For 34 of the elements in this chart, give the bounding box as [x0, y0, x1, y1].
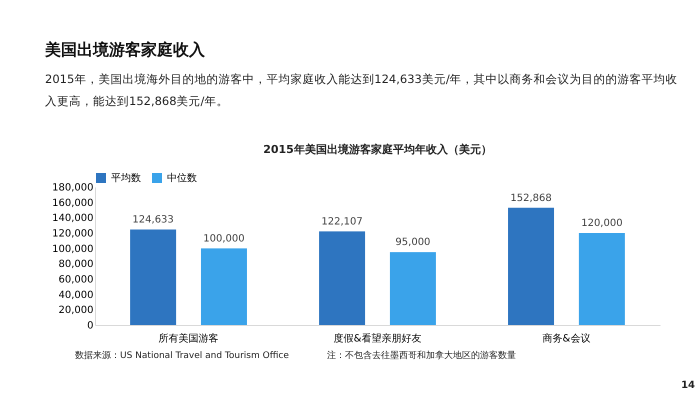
y-tick-label: 180,000 — [52, 182, 94, 194]
source-note: 数据来源：US National Travel and Tourism Office — [75, 350, 290, 361]
text: 入更高，能达到152,868美元/年。 — [45, 94, 228, 108]
y-tick-label: 140,000 — [52, 213, 94, 224]
y-tick-label: 160,000 — [52, 198, 94, 209]
bar — [578, 233, 625, 325]
data-label: 95,000 — [395, 237, 430, 248]
x-tick-label: 所有美国游客 — [158, 332, 219, 344]
data-label: 124,633 — [132, 214, 174, 226]
bar — [390, 252, 436, 325]
text: 注：不包含去往墨西哥和加拿大地区的游客数量 — [327, 350, 516, 361]
y-tick-label: 0 — [87, 320, 94, 332]
y-tick-label: 80,000 — [58, 259, 94, 270]
bar — [130, 229, 176, 325]
legend-label: 平均数 — [111, 172, 141, 184]
legend-label: 中位数 — [167, 172, 197, 184]
bar — [200, 248, 247, 325]
text: 2015年，美国出境海外目的地的游客中，平均家庭收入能达到124,633美元/年，其中以商务和会议为目的的游客平均收 — [45, 72, 678, 86]
bar — [508, 208, 554, 325]
chart-title: 美国出境游客家庭收入 — [44, 40, 206, 59]
x-tick-label: 度假&看望亲朋好友 — [334, 332, 422, 344]
data-label: 100,000 — [203, 233, 245, 244]
y-tick-label: 40,000 — [58, 290, 94, 301]
y-tick-label: 100,000 — [52, 244, 94, 255]
text: 2015年美国出境游客家庭平均年收入（美元） — [263, 143, 492, 156]
data-label: 120,000 — [581, 218, 623, 229]
bar — [319, 231, 366, 325]
y-tick-label: 60,000 — [58, 274, 94, 286]
x-tick-label: 商务&会议 — [542, 332, 590, 344]
y-tick-label: 120,000 — [52, 228, 94, 240]
data-label: 152,868 — [510, 192, 552, 204]
y-tick-label: 20,000 — [58, 305, 94, 316]
text: 14 — [681, 380, 696, 391]
data-label: 122,107 — [321, 216, 363, 228]
